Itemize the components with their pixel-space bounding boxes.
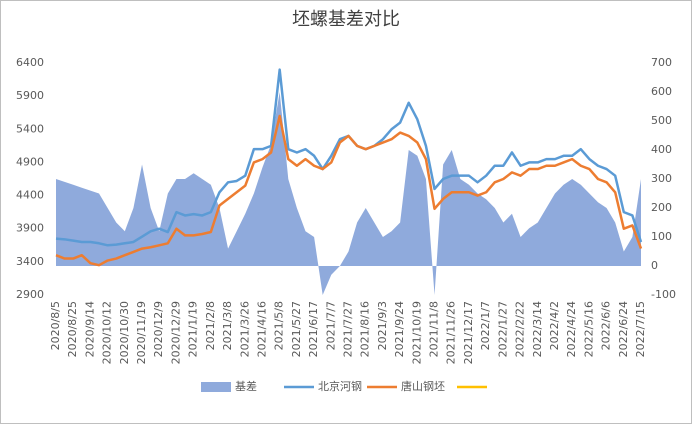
y2-tick-label: 500 (651, 114, 672, 127)
y2-tick-label: 600 (651, 85, 672, 98)
x-tick-label: 2021/6/17 (307, 301, 320, 357)
x-tick-label: 2020/8/25 (66, 301, 79, 357)
x-tick-label: 2021/4/16 (255, 301, 268, 357)
x-tick-label: 2020/11/19 (135, 301, 148, 364)
y-tick-label: 5900 (16, 89, 44, 102)
x-tick-label: 2021/2/8 (204, 301, 217, 350)
legend-label: 唐山钢坯 (401, 379, 445, 393)
x-tick-label: 2021/8/16 (359, 301, 372, 357)
x-tick-label: 2021/3/26 (238, 301, 251, 357)
legend-swatch (201, 382, 231, 392)
x-tick-label: 2022/3/14 (531, 301, 544, 357)
y2-tick-label: -100 (651, 288, 676, 301)
y-tick-label: 3900 (16, 222, 44, 235)
x-tick-label: 2021/11/26 (445, 301, 458, 364)
x-tick-label: 2020/9/14 (83, 301, 96, 357)
x-tick-label: 2022/2/22 (514, 301, 527, 357)
x-tick-label: 2020/10/30 (118, 301, 131, 364)
y-tick-label: 6400 (16, 56, 44, 69)
y2-tick-label: 400 (651, 143, 672, 156)
x-tick-label: 2021/3/8 (221, 301, 234, 350)
y-tick-label: 4400 (16, 189, 44, 202)
x-tick-label: 2021/12/17 (462, 301, 475, 364)
x-tick-label: 2022/4/2 (548, 301, 561, 350)
x-tick-label: 2021/7/27 (342, 301, 355, 357)
x-tick-label: 2021/9/24 (393, 301, 406, 357)
legend-label: 基差 (235, 379, 257, 393)
x-tick-label: 2020/10/12 (101, 301, 114, 364)
y2-tick-label: 700 (651, 56, 672, 69)
x-tick-label: 2021/1/19 (187, 301, 200, 357)
y-tick-label: 3400 (16, 255, 44, 268)
x-tick-label: 2022/6/6 (600, 301, 613, 350)
x-tick-label: 2022/4/24 (565, 301, 578, 357)
x-tick-label: 2022/1/27 (496, 301, 509, 357)
x-tick-label: 2022/5/16 (582, 301, 595, 357)
x-tick-label: 2022/7/15 (634, 301, 647, 357)
x-tick-label: 2022/1/7 (479, 301, 492, 350)
basis-area (56, 92, 641, 295)
x-tick-label: 2021/11/8 (428, 301, 441, 357)
chart-title: 坯螺基差对比 (292, 9, 400, 30)
y-tick-label: 5400 (16, 122, 44, 135)
y-tick-label: 2900 (16, 288, 44, 301)
x-tick-label: 2020/8/5 (49, 301, 62, 350)
y2-tick-label: 200 (651, 201, 672, 214)
x-tick-label: 2020/12/9 (152, 301, 165, 357)
y2-tick-label: 0 (651, 259, 658, 272)
y-tick-label: 4900 (16, 155, 44, 168)
legend-label: 北京河钢 (318, 379, 362, 393)
x-tick-label: 2022/6/24 (617, 301, 630, 357)
x-tick-label: 2021/9/3 (376, 301, 389, 350)
x-tick-label: 2021/5/27 (290, 301, 303, 357)
x-tick-label: 2021/5/8 (273, 301, 286, 350)
x-tick-label: 2021/10/19 (410, 301, 423, 364)
x-tick-label: 2021/7/7 (324, 301, 337, 350)
y2-tick-label: 100 (651, 230, 672, 243)
x-tick-label: 2020/12/29 (169, 301, 182, 364)
y2-tick-label: 300 (651, 172, 672, 185)
price-line (55, 114, 643, 267)
